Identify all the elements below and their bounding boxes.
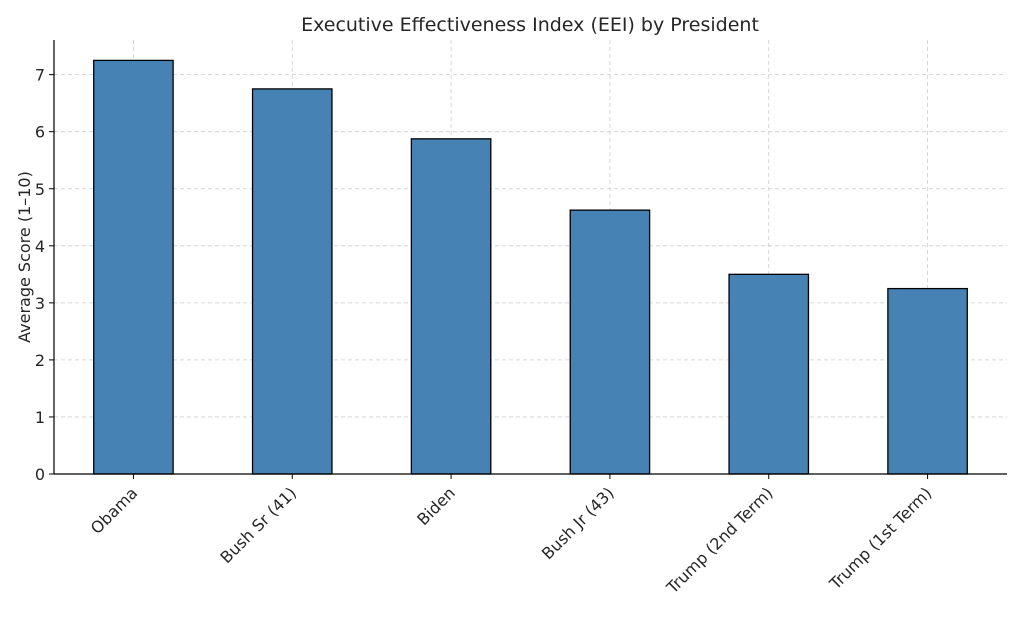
y-tick-label: 3 bbox=[35, 294, 45, 313]
y-tick-label: 1 bbox=[35, 408, 45, 427]
y-tick-label: 0 bbox=[35, 465, 45, 484]
bar-trump-2nd-term- bbox=[728, 273, 810, 475]
x-tick-label: Bush Jr (43) bbox=[538, 483, 618, 563]
x-tick-label: Obama bbox=[87, 483, 141, 537]
bar-trump-1st-term- bbox=[887, 287, 968, 475]
y-tick-label: 4 bbox=[35, 237, 45, 256]
bar-bush-sr-41- bbox=[251, 88, 333, 475]
x-tick-label: Biden bbox=[413, 483, 459, 529]
bar-bush-jr-43- bbox=[569, 209, 651, 475]
x-tick-label: Trump (1st Term) bbox=[825, 483, 935, 593]
x-tick-label: Trump (2nd Term) bbox=[662, 483, 776, 597]
y-tick-label: 5 bbox=[35, 180, 45, 199]
bar-biden bbox=[410, 138, 492, 475]
y-axis-label: Average Score (1–10) bbox=[15, 171, 34, 343]
chart-title: Executive Effectiveness Index (EEI) by P… bbox=[301, 14, 759, 36]
y-tick-label: 2 bbox=[35, 351, 45, 370]
bar-obama bbox=[93, 59, 174, 475]
y-tick-label: 6 bbox=[35, 123, 45, 142]
y-tick-label: 7 bbox=[35, 66, 45, 85]
x-tick-label: Bush Sr (41) bbox=[216, 483, 300, 567]
